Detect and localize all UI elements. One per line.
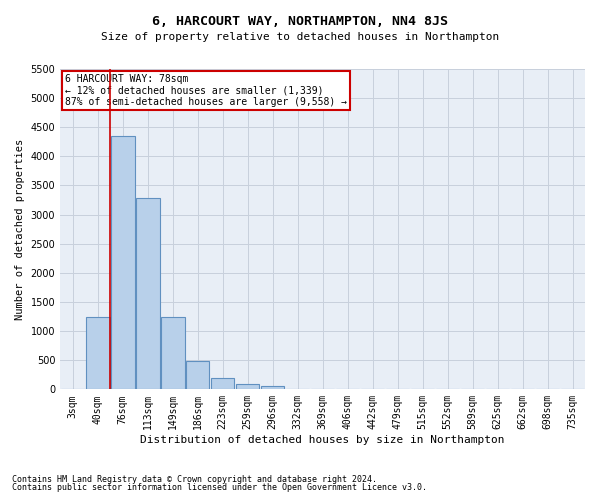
Bar — [86, 316, 110, 390]
Bar — [111, 136, 134, 390]
Text: Size of property relative to detached houses in Northampton: Size of property relative to detached ho… — [101, 32, 499, 42]
Text: Contains HM Land Registry data © Crown copyright and database right 2024.: Contains HM Land Registry data © Crown c… — [12, 475, 377, 484]
Text: Contains public sector information licensed under the Open Government Licence v3: Contains public sector information licen… — [12, 484, 427, 492]
Text: 6 HARCOURT WAY: 78sqm
← 12% of detached houses are smaller (1,339)
87% of semi-d: 6 HARCOURT WAY: 78sqm ← 12% of detached … — [65, 74, 347, 107]
Bar — [136, 198, 160, 390]
Bar — [261, 386, 284, 390]
X-axis label: Distribution of detached houses by size in Northampton: Distribution of detached houses by size … — [140, 435, 505, 445]
Bar — [186, 362, 209, 390]
Y-axis label: Number of detached properties: Number of detached properties — [15, 138, 25, 320]
Bar — [211, 378, 235, 390]
Bar — [236, 384, 259, 390]
Text: 6, HARCOURT WAY, NORTHAMPTON, NN4 8JS: 6, HARCOURT WAY, NORTHAMPTON, NN4 8JS — [152, 15, 448, 28]
Bar — [161, 316, 185, 390]
